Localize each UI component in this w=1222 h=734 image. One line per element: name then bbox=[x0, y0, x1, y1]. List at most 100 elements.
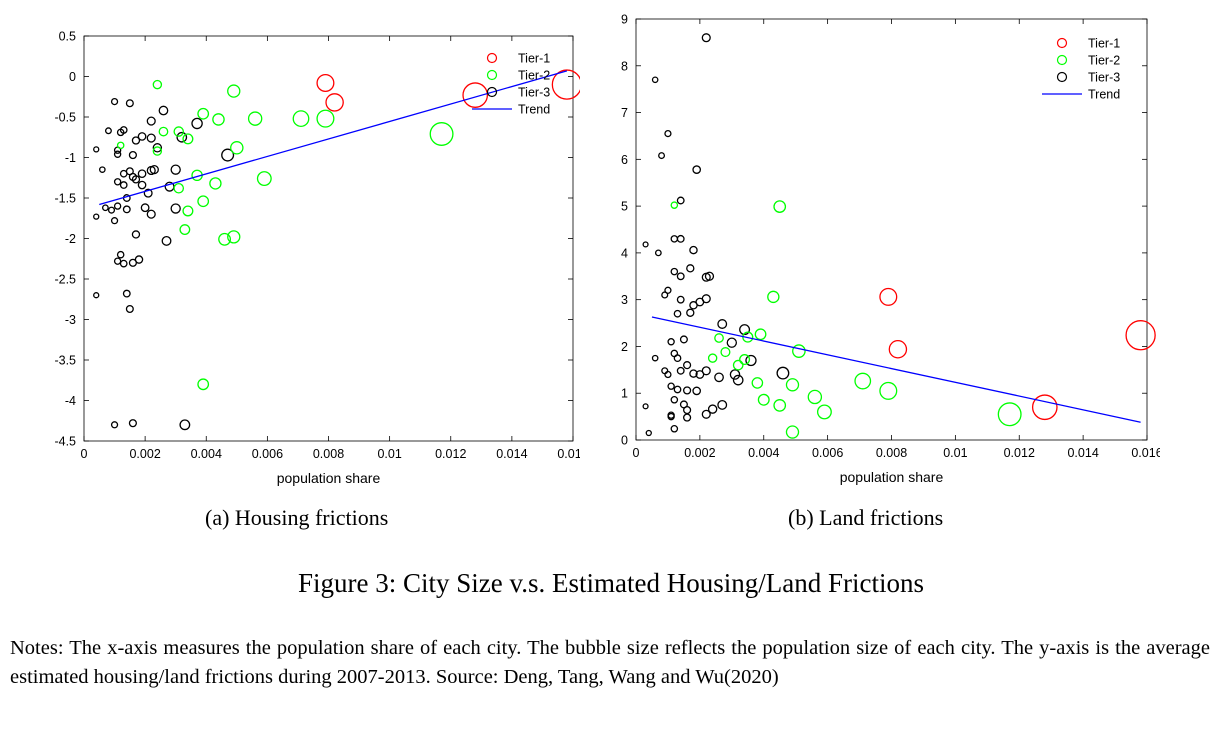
subcaption-housing-frictions: (a) Housing frictions bbox=[205, 505, 389, 530]
data-point-tier-1 bbox=[1125, 320, 1156, 351]
data-point-tier-1 bbox=[551, 69, 580, 100]
data-point-tier-3 bbox=[113, 178, 122, 186]
data-point-tier-3 bbox=[689, 245, 698, 255]
data-point-tier-3 bbox=[179, 419, 191, 431]
data-point-tier-2 bbox=[316, 109, 335, 128]
data-point-tier-2 bbox=[197, 195, 210, 208]
data-point-tier-3 bbox=[726, 337, 738, 348]
y-tick-label: 7 bbox=[621, 106, 628, 120]
data-point-tier-3 bbox=[673, 309, 682, 318]
x-tick-label: 0.012 bbox=[1004, 446, 1035, 460]
data-point-tier-2 bbox=[767, 290, 780, 304]
data-point-tier-3 bbox=[701, 409, 711, 419]
y-tick-label: 9 bbox=[621, 13, 628, 27]
x-tick-label: 0.016 bbox=[1131, 446, 1160, 460]
data-point-tier-3 bbox=[107, 206, 116, 214]
data-point-tier-2 bbox=[785, 378, 800, 392]
data-point-tier-2 bbox=[152, 79, 163, 90]
data-point-tier-3 bbox=[152, 143, 163, 153]
data-point-tier-3 bbox=[131, 230, 141, 239]
data-point-tier-3 bbox=[664, 286, 672, 294]
x-tick-label: 0.012 bbox=[435, 447, 466, 461]
figure-caption: Figure 3: City Size v.s. Estimated Housi… bbox=[298, 568, 924, 598]
data-point-tier-3 bbox=[645, 429, 652, 437]
data-point-tier-2 bbox=[197, 107, 210, 120]
legend-label: Tier-2 bbox=[518, 69, 550, 83]
data-point-tier-3 bbox=[146, 116, 156, 126]
data-point-tier-3 bbox=[99, 166, 106, 173]
data-point-tier-2 bbox=[707, 353, 718, 363]
data-point-tier-2 bbox=[792, 344, 806, 358]
data-point-tier-3 bbox=[701, 33, 711, 43]
data-point-tier-3 bbox=[137, 180, 147, 190]
data-point-tier-2 bbox=[197, 378, 210, 391]
y-tick-label: -0.5 bbox=[54, 111, 76, 125]
x-tick-label: 0 bbox=[633, 446, 640, 460]
series-tier-1 bbox=[316, 69, 580, 112]
data-point-tier-3 bbox=[93, 213, 100, 220]
data-point-tier-2 bbox=[230, 141, 244, 155]
y-tick-label: 1 bbox=[621, 387, 628, 401]
data-point-tier-3 bbox=[670, 235, 679, 243]
data-point-tier-3 bbox=[221, 148, 235, 162]
data-point-tier-3 bbox=[149, 165, 159, 175]
x-tick-label: 0 bbox=[81, 447, 88, 461]
data-point-tier-2 bbox=[209, 177, 222, 190]
data-point-tier-1 bbox=[1031, 394, 1058, 421]
data-point-tier-1 bbox=[325, 93, 344, 112]
data-point-tier-3 bbox=[692, 386, 702, 396]
data-point-tier-3 bbox=[110, 97, 119, 106]
data-point-tier-2 bbox=[152, 146, 163, 156]
data-point-tier-2 bbox=[997, 402, 1022, 427]
trend-line bbox=[651, 316, 1141, 423]
y-tick-label: 2 bbox=[621, 340, 628, 354]
data-point-tier-3 bbox=[670, 267, 679, 276]
data-point-tier-3 bbox=[134, 255, 144, 264]
data-point-tier-3 bbox=[686, 308, 695, 317]
data-point-tier-3 bbox=[689, 369, 698, 378]
data-point-tier-3 bbox=[676, 272, 685, 281]
data-point-tier-3 bbox=[664, 370, 672, 379]
x-tick-label: 0.014 bbox=[496, 447, 527, 461]
data-point-tier-2 bbox=[751, 377, 764, 389]
y-tick-label: -1.5 bbox=[54, 192, 76, 206]
legend-marker-tier-1 bbox=[486, 52, 498, 64]
data-point-tier-3 bbox=[170, 203, 181, 214]
data-point-tier-3 bbox=[667, 338, 675, 346]
data-point-tier-3 bbox=[776, 366, 790, 380]
data-point-tier-3 bbox=[131, 136, 141, 145]
data-point-tier-3 bbox=[93, 146, 100, 153]
y-tick-label: 3 bbox=[621, 293, 628, 307]
x-tick-label: 0.004 bbox=[748, 446, 779, 460]
x-tick-label: 0.002 bbox=[684, 446, 715, 460]
series-tier-2 bbox=[116, 79, 454, 391]
y-tick-label: -2 bbox=[65, 232, 76, 246]
chart-land-frictions: 0 0.002 0.004 0.006 0.008 0.01 0.012 0.014 0.016… bbox=[621, 13, 1160, 486]
data-point-tier-2 bbox=[773, 399, 787, 412]
data-point-tier-3 bbox=[131, 175, 141, 184]
data-point-tier-2 bbox=[739, 354, 751, 366]
data-point-tier-1 bbox=[879, 287, 898, 306]
legend-marker-tier-3 bbox=[486, 86, 498, 98]
legend-marker-tier-3 bbox=[1056, 71, 1068, 83]
data-point-tier-2 bbox=[720, 347, 731, 358]
data-point-tier-1 bbox=[316, 73, 335, 92]
data-point-tier-3 bbox=[661, 291, 669, 299]
data-point-tier-2 bbox=[218, 232, 232, 246]
legend-label: Tier-3 bbox=[1088, 71, 1120, 85]
data-point-tier-3 bbox=[686, 264, 695, 273]
data-point-tier-2 bbox=[212, 113, 225, 126]
legend-marker-tier-2 bbox=[1056, 54, 1068, 66]
data-point-tier-3 bbox=[667, 382, 675, 390]
legend: Tier-1 Tier-2 Tier-3 Trend bbox=[1042, 37, 1120, 102]
data-point-tier-2 bbox=[292, 110, 310, 128]
data-point-tier-3 bbox=[664, 129, 672, 138]
data-point-tier-3 bbox=[676, 196, 685, 205]
data-point-tier-3 bbox=[122, 205, 131, 214]
data-point-tier-3 bbox=[683, 405, 692, 415]
y-tick-label: -2.5 bbox=[54, 273, 76, 287]
data-point-tier-2 bbox=[116, 141, 125, 150]
legend-marker-tier-2 bbox=[486, 69, 498, 81]
x-tick-label: 0.008 bbox=[313, 447, 344, 461]
x-tick-label: 0.002 bbox=[129, 447, 160, 461]
